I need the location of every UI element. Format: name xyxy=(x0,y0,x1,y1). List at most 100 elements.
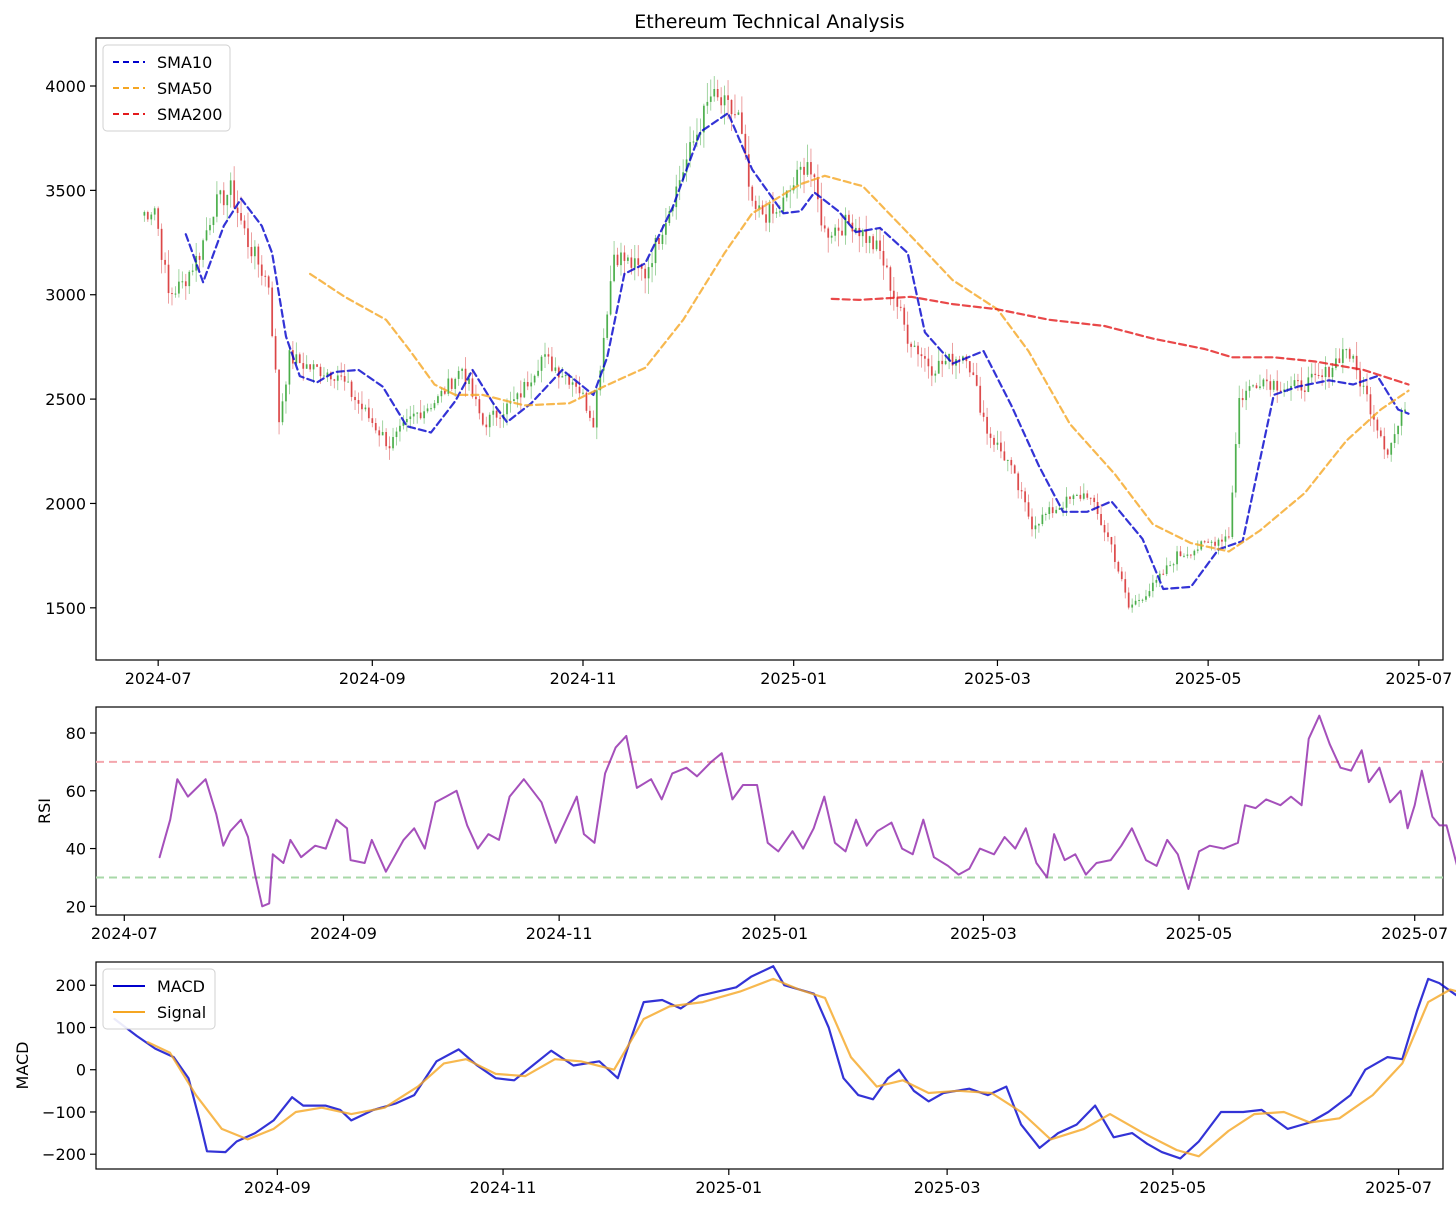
candle-body xyxy=(634,258,636,268)
candle-body xyxy=(924,356,926,359)
candle-body xyxy=(447,379,449,394)
candle-body xyxy=(979,386,981,413)
candle-body xyxy=(1135,601,1137,605)
candle-body xyxy=(1338,358,1340,363)
candle-body xyxy=(1162,574,1164,575)
candle-body xyxy=(1052,507,1054,513)
candle-body xyxy=(921,354,923,356)
candle-body xyxy=(862,230,864,236)
candle-body xyxy=(185,281,187,286)
candle-body xyxy=(275,336,277,369)
candle-body xyxy=(375,423,377,430)
candle-body xyxy=(365,408,367,410)
candle-body xyxy=(665,223,667,235)
candle-body xyxy=(1187,555,1189,556)
candle-body xyxy=(1048,507,1050,514)
candle-body xyxy=(1166,565,1168,574)
candle-body xyxy=(1359,370,1361,386)
candle-body xyxy=(1010,460,1012,465)
y-tick-label: 20 xyxy=(66,897,86,916)
x-tick-label: 2025-01 xyxy=(741,924,808,943)
candle-body xyxy=(1107,532,1109,537)
candle-body xyxy=(506,404,508,415)
candle-body xyxy=(1363,386,1365,387)
plot-frame xyxy=(96,962,1443,1169)
candle-body xyxy=(1318,375,1320,376)
candle-body xyxy=(765,214,767,222)
candle-body xyxy=(1124,579,1126,592)
candle-body xyxy=(451,379,453,389)
candle-body xyxy=(606,315,608,338)
candle-body xyxy=(520,393,522,397)
candle-body xyxy=(147,212,149,219)
candle-body xyxy=(637,258,639,265)
x-tick-label: 2025-07 xyxy=(1365,1178,1432,1197)
candle-body xyxy=(1228,536,1230,537)
candle-body xyxy=(313,364,315,369)
candle-body xyxy=(776,212,778,213)
candle-body xyxy=(209,225,211,230)
candle-body xyxy=(1297,380,1299,381)
candle-body xyxy=(1349,349,1351,359)
candle-body xyxy=(1321,375,1323,377)
candle-body xyxy=(337,375,339,380)
candle-body xyxy=(1079,495,1081,499)
candle-body xyxy=(917,346,919,355)
candle-body xyxy=(1017,473,1019,490)
candle-body xyxy=(427,408,429,411)
candle-body xyxy=(1031,517,1033,530)
candle-body xyxy=(910,344,912,347)
candle-body xyxy=(378,430,380,435)
candle-body xyxy=(1111,537,1113,544)
candle-body xyxy=(278,370,280,423)
candle-body xyxy=(644,269,646,279)
candle-body xyxy=(496,411,498,418)
candle-body xyxy=(1024,491,1026,502)
candle-body xyxy=(1259,386,1261,388)
candle-body xyxy=(1366,386,1368,395)
candle-body xyxy=(164,260,166,265)
x-tick-label: 2025-07 xyxy=(1381,924,1448,943)
candle-body xyxy=(358,400,360,404)
plot-frame xyxy=(96,38,1443,660)
candle-body xyxy=(1035,525,1037,529)
candle-body xyxy=(261,265,263,276)
candle-body xyxy=(727,95,729,100)
candle-body xyxy=(1066,497,1068,508)
candle-body xyxy=(1055,510,1057,513)
candle-body xyxy=(1083,493,1085,498)
candle-body xyxy=(1117,562,1119,572)
x-tick-label: 2025-05 xyxy=(1139,1178,1206,1197)
candle-body xyxy=(351,382,353,397)
candle-body xyxy=(516,393,518,399)
candle-body xyxy=(717,89,719,97)
candle-body xyxy=(779,211,781,212)
candle-body xyxy=(1276,381,1278,391)
y-tick-label: 3500 xyxy=(45,181,86,200)
candle-body xyxy=(289,350,291,384)
candle-body xyxy=(347,382,349,383)
candle-body xyxy=(285,385,287,402)
candle-body xyxy=(617,255,619,265)
candle-body xyxy=(1404,410,1406,412)
candle-body xyxy=(1086,493,1088,497)
candle-body xyxy=(188,272,190,286)
candle-body xyxy=(706,102,708,106)
candle-body xyxy=(1332,368,1334,377)
candle-body xyxy=(1180,551,1182,556)
candle-body xyxy=(192,271,194,272)
candles xyxy=(143,76,1405,613)
candle-body xyxy=(548,354,550,356)
candle-body xyxy=(993,438,995,445)
candle-body xyxy=(171,293,173,294)
candle-body xyxy=(1028,502,1030,516)
candle-body xyxy=(475,397,477,399)
candle-body xyxy=(157,208,159,229)
candle-body xyxy=(1376,420,1378,431)
candle-body xyxy=(997,443,999,445)
candle-body xyxy=(824,225,826,228)
